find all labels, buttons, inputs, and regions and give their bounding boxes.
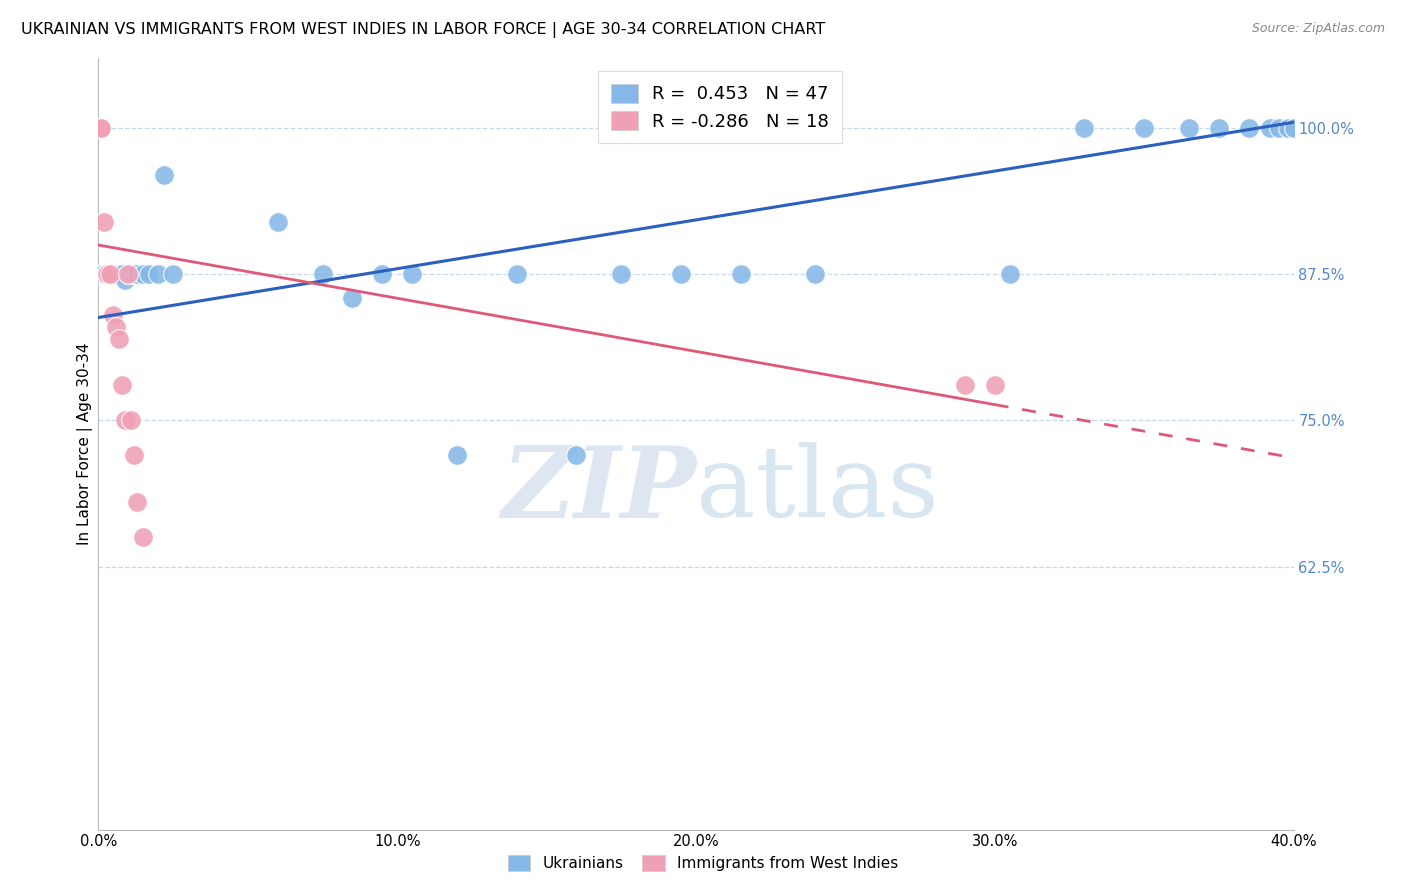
- Point: [1282, 121, 1305, 136]
- Point: [401, 267, 423, 281]
- Point: [730, 267, 752, 281]
- Point: [111, 267, 134, 281]
- Point: [342, 291, 364, 305]
- Point: [93, 267, 115, 281]
- Point: [153, 168, 176, 182]
- Point: [132, 267, 155, 281]
- Point: [96, 267, 118, 281]
- Point: [1267, 121, 1289, 136]
- Point: [114, 413, 136, 427]
- Point: [117, 267, 139, 281]
- Point: [1178, 121, 1201, 136]
- Point: [96, 267, 118, 281]
- Point: [98, 267, 122, 281]
- Point: [96, 267, 118, 281]
- Point: [446, 449, 468, 463]
- Y-axis label: In Labor Force | Age 30-34: In Labor Force | Age 30-34: [77, 343, 93, 545]
- Point: [127, 495, 149, 509]
- Point: [90, 121, 112, 136]
- Point: [610, 267, 633, 281]
- Point: [138, 267, 160, 281]
- Point: [506, 267, 529, 281]
- Point: [998, 267, 1021, 281]
- Point: [984, 378, 1007, 392]
- Point: [669, 267, 692, 281]
- Point: [105, 319, 128, 334]
- Point: [124, 267, 146, 281]
- Point: [105, 267, 128, 281]
- Legend: Ukrainians, Immigrants from West Indies: Ukrainians, Immigrants from West Indies: [502, 849, 904, 877]
- Point: [1073, 121, 1095, 136]
- Point: [96, 267, 118, 281]
- Point: [1133, 121, 1156, 136]
- Point: [111, 378, 134, 392]
- Point: [103, 267, 125, 281]
- Point: [1277, 121, 1299, 136]
- Point: [311, 267, 333, 281]
- Point: [108, 267, 131, 281]
- Point: [90, 121, 112, 136]
- Point: [105, 267, 128, 281]
- Point: [108, 267, 131, 281]
- Point: [120, 267, 142, 281]
- Point: [120, 413, 142, 427]
- Point: [148, 267, 170, 281]
- Point: [1258, 121, 1281, 136]
- Point: [93, 214, 115, 228]
- Point: [105, 267, 128, 281]
- Point: [127, 267, 149, 281]
- Text: atlas: atlas: [696, 442, 939, 538]
- Point: [103, 267, 125, 281]
- Point: [267, 214, 290, 228]
- Point: [98, 267, 122, 281]
- Point: [111, 267, 134, 281]
- Point: [124, 449, 146, 463]
- Point: [371, 267, 394, 281]
- Point: [1208, 121, 1230, 136]
- Text: UKRAINIAN VS IMMIGRANTS FROM WEST INDIES IN LABOR FORCE | AGE 30-34 CORRELATION : UKRAINIAN VS IMMIGRANTS FROM WEST INDIES…: [21, 22, 825, 38]
- Point: [114, 273, 136, 287]
- Point: [90, 267, 112, 281]
- Text: Source: ZipAtlas.com: Source: ZipAtlas.com: [1251, 22, 1385, 36]
- Point: [132, 530, 155, 544]
- Point: [1237, 121, 1260, 136]
- Legend: R =  0.453   N = 47, R = -0.286   N = 18: R = 0.453 N = 47, R = -0.286 N = 18: [598, 70, 842, 143]
- Point: [108, 332, 131, 346]
- Point: [103, 308, 125, 322]
- Point: [953, 378, 976, 392]
- Point: [117, 267, 139, 281]
- Text: ZIP: ZIP: [501, 442, 696, 538]
- Point: [162, 267, 184, 281]
- Point: [98, 267, 122, 281]
- Point: [804, 267, 827, 281]
- Point: [565, 449, 588, 463]
